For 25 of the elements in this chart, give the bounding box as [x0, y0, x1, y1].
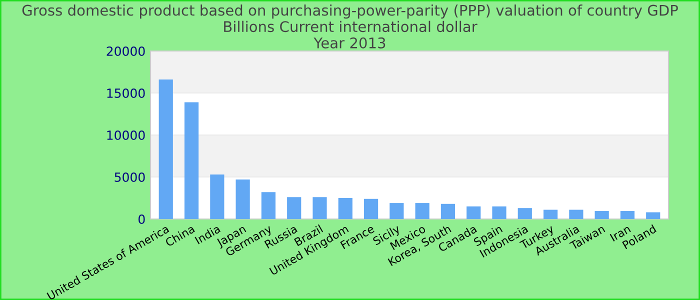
- bar: [466, 206, 481, 219]
- bar: [569, 210, 584, 219]
- bar: [594, 211, 609, 219]
- bar: [543, 210, 558, 219]
- bar: [158, 80, 173, 219]
- bar: [518, 208, 532, 219]
- bar: [261, 192, 276, 219]
- y-tick-label: 5000: [114, 172, 145, 182]
- bar: [440, 204, 456, 219]
- y-tick-label: 15000: [107, 88, 145, 98]
- bar: [620, 211, 635, 219]
- y-tick-label: 0: [138, 214, 145, 224]
- y-tick-label: 10000: [107, 130, 145, 140]
- bar: [646, 212, 660, 219]
- bar: [312, 197, 327, 219]
- bar: [390, 203, 404, 219]
- bar: [415, 203, 430, 219]
- bar: [338, 198, 352, 219]
- bar: [210, 174, 224, 219]
- bar: [184, 102, 199, 219]
- y-tick-label: 20000: [106, 46, 145, 56]
- bar: [287, 197, 302, 219]
- bar: [364, 198, 378, 219]
- bar: [236, 180, 250, 219]
- bar: [492, 206, 506, 219]
